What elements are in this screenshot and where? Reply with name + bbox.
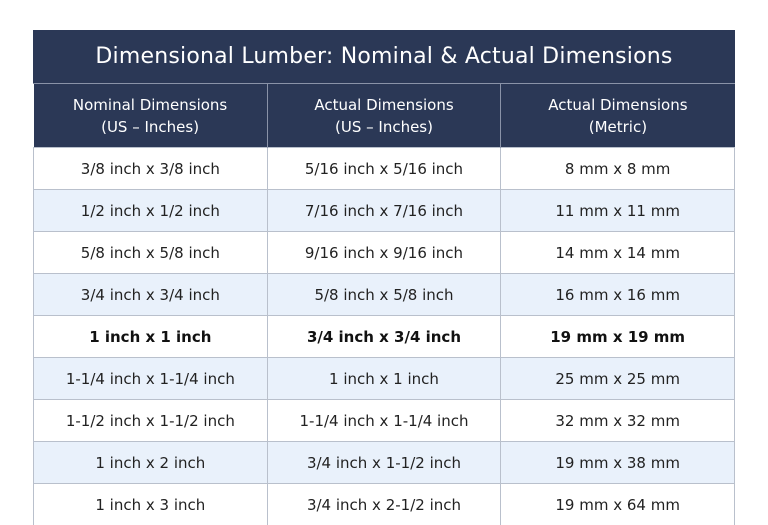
table-body: 3/8 inch x 3/8 inch 5/16 inch x 5/16 inc… <box>34 148 735 525</box>
nominal-cell: 1 inch x 1 inch <box>34 316 268 358</box>
table-row: 1 inch x 3 inch 3/4 inch x 2-1/2 inch 19… <box>34 484 735 525</box>
actual-us-cell: 9/16 inch x 9/16 inch <box>267 232 501 274</box>
nominal-cell: 1-1/4 inch x 1-1/4 inch <box>34 358 268 400</box>
header-row: Nominal Dimensions (US – Inches) Actual … <box>34 84 735 148</box>
actual-us-cell: 7/16 inch x 7/16 inch <box>267 190 501 232</box>
actual-us-cell: 3/4 inch x 3/4 inch <box>267 316 501 358</box>
actual-us-cell: 1 inch x 1 inch <box>267 358 501 400</box>
header-actual-metric-line1: Actual Dimensions <box>501 94 734 116</box>
table-row: 1-1/4 inch x 1-1/4 inch 1 inch x 1 inch … <box>34 358 735 400</box>
actual-metric-cell: 11 mm x 11 mm <box>501 190 735 232</box>
actual-metric-cell: 19 mm x 38 mm <box>501 442 735 484</box>
actual-metric-cell: 8 mm x 8 mm <box>501 148 735 190</box>
actual-us-cell: 1-1/4 inch x 1-1/4 inch <box>267 400 501 442</box>
header-nominal-line1: Nominal Dimensions <box>34 94 267 116</box>
actual-metric-cell: 32 mm x 32 mm <box>501 400 735 442</box>
actual-us-cell: 5/16 inch x 5/16 inch <box>267 148 501 190</box>
nominal-cell: 5/8 inch x 5/8 inch <box>34 232 268 274</box>
header-nominal-dimensions: Nominal Dimensions (US – Inches) <box>34 84 268 148</box>
actual-metric-cell: 19 mm x 64 mm <box>501 484 735 525</box>
nominal-cell: 1/2 inch x 1/2 inch <box>34 190 268 232</box>
header-actual-us-dimensions: Actual Dimensions (US – Inches) <box>267 84 501 148</box>
table-row: 1/2 inch x 1/2 inch 7/16 inch x 7/16 inc… <box>34 190 735 232</box>
table-row: 3/4 inch x 3/4 inch 5/8 inch x 5/8 inch … <box>34 274 735 316</box>
lumber-dimensions-table-container: Dimensional Lumber: Nominal & Actual Dim… <box>33 30 735 525</box>
actual-metric-cell: 19 mm x 19 mm <box>501 316 735 358</box>
actual-us-cell: 3/4 inch x 2-1/2 inch <box>267 484 501 525</box>
table-row: 1 inch x 2 inch 3/4 inch x 1-1/2 inch 19… <box>34 442 735 484</box>
nominal-cell: 1 inch x 2 inch <box>34 442 268 484</box>
nominal-cell: 3/4 inch x 3/4 inch <box>34 274 268 316</box>
table-title: Dimensional Lumber: Nominal & Actual Dim… <box>33 30 735 84</box>
actual-metric-cell: 25 mm x 25 mm <box>501 358 735 400</box>
nominal-cell: 3/8 inch x 3/8 inch <box>34 148 268 190</box>
header-nominal-line2: (US – Inches) <box>34 116 267 138</box>
header-actual-us-line2: (US – Inches) <box>268 116 501 138</box>
actual-metric-cell: 14 mm x 14 mm <box>501 232 735 274</box>
actual-us-cell: 5/8 inch x 5/8 inch <box>267 274 501 316</box>
table-row-highlighted: 1 inch x 1 inch 3/4 inch x 3/4 inch 19 m… <box>34 316 735 358</box>
header-actual-metric-line2: (Metric) <box>501 116 734 138</box>
table-row: 3/8 inch x 3/8 inch 5/16 inch x 5/16 inc… <box>34 148 735 190</box>
actual-us-cell: 3/4 inch x 1-1/2 inch <box>267 442 501 484</box>
header-actual-metric-dimensions: Actual Dimensions (Metric) <box>501 84 735 148</box>
nominal-cell: 1-1/2 inch x 1-1/2 inch <box>34 400 268 442</box>
header-actual-us-line1: Actual Dimensions <box>268 94 501 116</box>
actual-metric-cell: 16 mm x 16 mm <box>501 274 735 316</box>
lumber-dimensions-table: Nominal Dimensions (US – Inches) Actual … <box>33 84 735 525</box>
table-row: 5/8 inch x 5/8 inch 9/16 inch x 9/16 inc… <box>34 232 735 274</box>
table-header: Nominal Dimensions (US – Inches) Actual … <box>34 84 735 148</box>
nominal-cell: 1 inch x 3 inch <box>34 484 268 525</box>
table-row: 1-1/2 inch x 1-1/2 inch 1-1/4 inch x 1-1… <box>34 400 735 442</box>
